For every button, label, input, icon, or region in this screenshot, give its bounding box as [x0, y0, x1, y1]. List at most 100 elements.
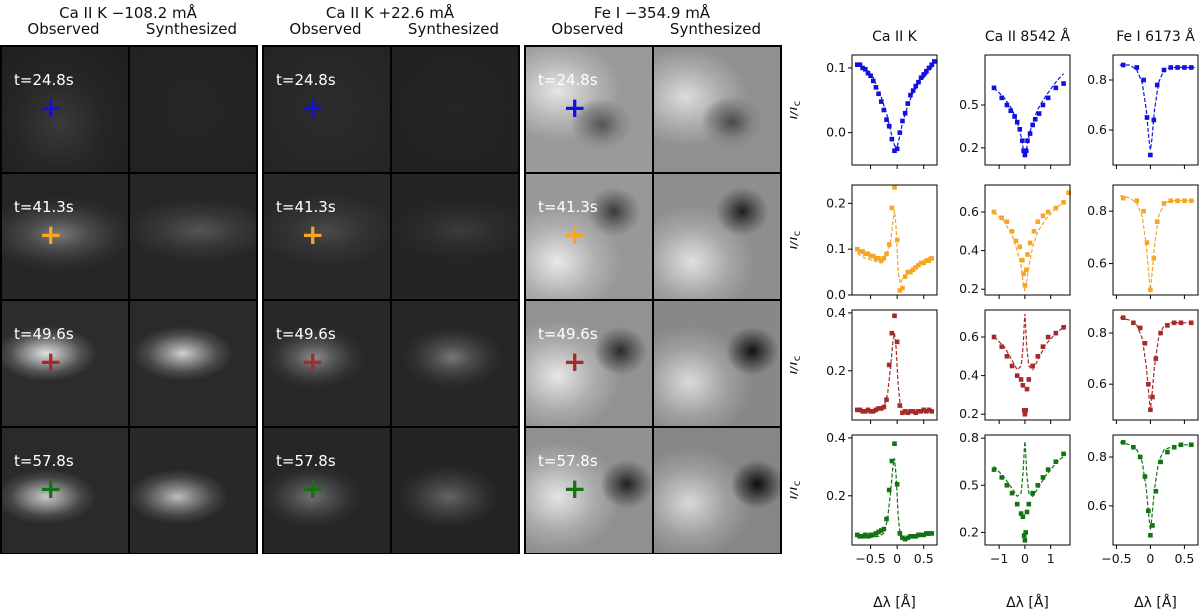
- observed-point: [1021, 533, 1027, 538]
- observed-point: [1025, 138, 1030, 144]
- observed-point: [1036, 111, 1042, 116]
- observed-point: [876, 256, 881, 261]
- observed-point: [1023, 530, 1028, 535]
- observed-point: [1141, 208, 1146, 214]
- observed-point: [870, 253, 876, 259]
- synthesized-profile-line: [857, 210, 932, 286]
- observed-point: [910, 267, 916, 273]
- observed-point: [1027, 131, 1033, 136]
- synthesized-image: [392, 428, 518, 553]
- observed-point: [1158, 330, 1163, 336]
- observed-image: t=24.8s +: [2, 47, 128, 172]
- observed-point: [991, 334, 997, 340]
- observed-point: [1026, 501, 1032, 507]
- observed-point: [929, 409, 934, 414]
- observed-point: [1182, 198, 1187, 204]
- observed-point: [1148, 152, 1153, 158]
- observed-point: [999, 95, 1005, 101]
- observed-point: [913, 265, 919, 270]
- column-title: Fe I 6173 Å: [1116, 28, 1195, 45]
- observed-point: [876, 91, 881, 97]
- observed-point: [916, 409, 921, 414]
- observed-point: [1120, 62, 1126, 68]
- observed-point: [1066, 190, 1072, 196]
- observed-point: [1161, 67, 1167, 73]
- plus-marker-icon: +: [563, 345, 587, 378]
- time-label: t=49.6s: [538, 325, 598, 343]
- observed-point: [881, 107, 887, 113]
- observed-point: [1175, 65, 1180, 70]
- synthesized-image: [654, 47, 780, 172]
- y-axis-label: I/Ic: [790, 481, 803, 499]
- observed-point: [873, 531, 879, 536]
- observed-point: [894, 481, 900, 487]
- observed-point: [1148, 287, 1153, 293]
- observed-point: [1022, 411, 1028, 417]
- observed-point: [1053, 85, 1059, 91]
- observed-point: [1120, 440, 1126, 445]
- image-grid-fei: t=24.8s + t=41.3s + t=49.6s + t=57.8s +: [524, 45, 782, 554]
- observed-point: [908, 269, 913, 275]
- observed-label: Observed: [289, 20, 362, 38]
- observed-point: [1022, 152, 1028, 158]
- y-tick-label: 0.4: [826, 430, 846, 445]
- observed-point: [1030, 363, 1035, 369]
- plus-marker-icon: +: [39, 345, 63, 378]
- observed-point: [921, 407, 927, 413]
- observed-point: [1171, 444, 1177, 450]
- synthesized-image: [130, 301, 256, 426]
- synthesized-profile-line: [993, 441, 1067, 498]
- y-tick-label: 0.6: [1087, 498, 1107, 513]
- y-tick-label: 0.8: [1087, 325, 1107, 340]
- observed-point: [1020, 257, 1025, 263]
- observed-label: Observed: [551, 20, 624, 38]
- observed-point: [902, 110, 908, 116]
- observed-point: [916, 262, 921, 268]
- observed-point: [1165, 449, 1170, 455]
- x-tick-label: −0.5: [1101, 551, 1131, 566]
- y-tick-label: 0.8: [1087, 203, 1107, 218]
- y-tick-label: 0.2: [959, 140, 979, 155]
- time-label: t=49.6s: [276, 325, 336, 343]
- observed-point: [991, 209, 997, 215]
- observed-point: [886, 123, 892, 129]
- observed-point: [1053, 205, 1059, 211]
- observed-point: [1035, 482, 1041, 488]
- observed-point: [924, 68, 929, 74]
- synthesized-image: [654, 428, 780, 553]
- observed-point: [918, 260, 924, 266]
- group-title-caiik-blue: Ca II K −108.2 mÅ: [59, 4, 197, 22]
- observed-point: [1144, 115, 1150, 120]
- observed-point: [924, 409, 929, 414]
- x-tick-label: 0: [1146, 551, 1154, 566]
- plot-frame: [851, 184, 938, 296]
- synthesized-image: [392, 174, 518, 299]
- observed-point: [873, 256, 879, 261]
- y-axis-label: I/Ic: [790, 231, 803, 249]
- x-tick-label: 0: [893, 551, 901, 566]
- observed-point: [1142, 340, 1148, 346]
- synthesized-image: [392, 301, 518, 426]
- observed-point: [1014, 119, 1020, 125]
- observed-point: [913, 534, 919, 539]
- observed-point: [860, 409, 865, 414]
- plot-frame: [984, 184, 1071, 296]
- observed-point: [1146, 508, 1151, 514]
- observed-point: [926, 407, 932, 413]
- observed-point: [902, 536, 908, 542]
- observed-point: [1150, 394, 1155, 400]
- observed-point: [878, 258, 884, 263]
- observed-point: [1151, 256, 1157, 261]
- observed-point: [1153, 356, 1159, 361]
- observed-point: [1035, 219, 1041, 224]
- observed-point: [1137, 325, 1143, 331]
- observed-point: [1020, 382, 1026, 388]
- observed-point: [1168, 65, 1174, 70]
- observed-point: [1131, 320, 1136, 326]
- observed-point: [865, 534, 871, 539]
- observed-point: [1144, 240, 1150, 245]
- x-axis-label: Δλ [Å]: [1006, 594, 1049, 611]
- plus-marker-icon: +: [301, 345, 325, 378]
- observed-point: [1009, 363, 1015, 369]
- observed-point: [1188, 442, 1194, 448]
